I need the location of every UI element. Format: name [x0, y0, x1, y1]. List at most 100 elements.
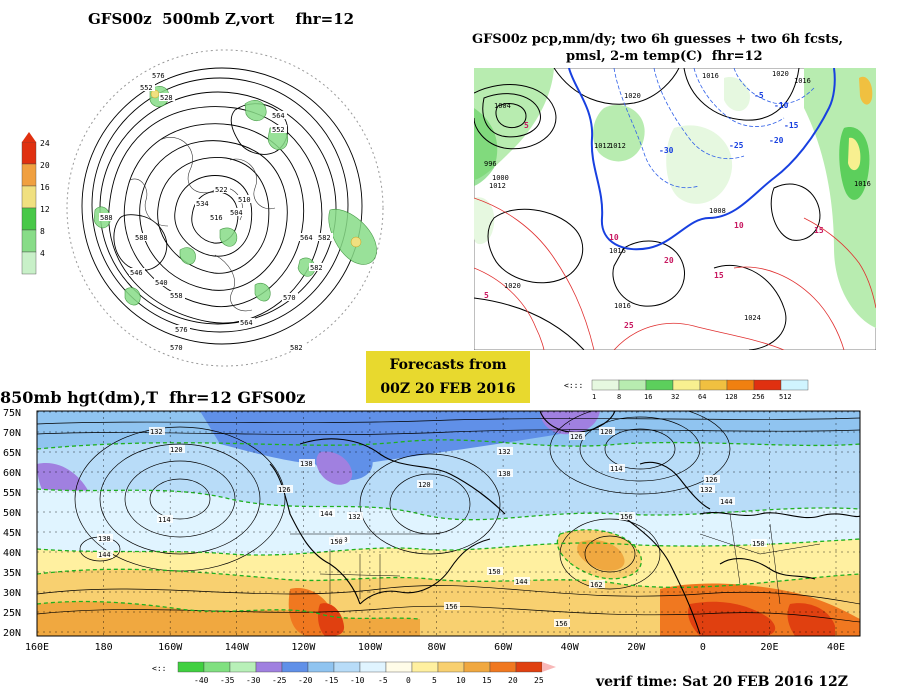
- label-bg: [209, 213, 225, 221]
- colorbar-swatch: [489, 661, 517, 673]
- pmsl-label: 1012: [594, 142, 611, 150]
- coastlines: [129, 137, 276, 312]
- label-bg: [169, 445, 185, 453]
- pcp-map-title-line1: GFS00z pcp,mm/dy; two 6h guesses + two 6…: [472, 32, 844, 47]
- lat-label: 65N: [3, 448, 21, 459]
- colorbar-swatch: [591, 379, 620, 391]
- lon-label: 160E: [25, 642, 49, 653]
- vorticity-fill: [93, 86, 377, 306]
- forecast-line2: 00Z 20 FEB 2016: [380, 381, 516, 397]
- label-bg: [347, 512, 363, 520]
- height-label: 528: [160, 94, 173, 102]
- cold-isotherms: [613, 68, 815, 188]
- height-label: 120: [418, 481, 431, 489]
- vort-colorbar: 24 20 16 12 8 4: [21, 132, 50, 275]
- pmsl-label: 1024: [744, 314, 761, 322]
- colorbar-tick: 5: [432, 676, 437, 685]
- colorbar-swatch: [672, 379, 701, 391]
- precip-fill: [474, 68, 876, 328]
- colorbar-arrow: [542, 662, 556, 672]
- colorbar-swatch: [21, 185, 37, 209]
- colorbar-swatch: [411, 661, 439, 673]
- colorbar-swatch: [203, 661, 231, 673]
- colorbar-swatch: [437, 661, 465, 673]
- temp-label: 10: [734, 221, 744, 230]
- temp-label: -5: [754, 91, 764, 100]
- colorbar-swatch: [753, 379, 782, 391]
- label-bg: [134, 233, 150, 241]
- label-bg: [151, 71, 167, 79]
- colorbar-swatch: [515, 661, 543, 673]
- label-bg: [599, 427, 615, 435]
- height-label: 120: [170, 446, 183, 454]
- label-bg: [99, 213, 115, 221]
- label-bg: [609, 464, 625, 472]
- colorbar-arrow: <:::: [564, 381, 583, 390]
- height-label: 546: [130, 269, 143, 277]
- label-bg: [195, 199, 211, 207]
- lon-label: 80W: [428, 642, 447, 653]
- colorbar-tick: -10: [350, 676, 365, 685]
- pmsl-label: 1012: [609, 142, 626, 150]
- height-label: 570: [283, 294, 296, 302]
- label-bg: [554, 619, 570, 627]
- colorbar-tick: -40: [194, 676, 209, 685]
- height-label: 516: [210, 214, 223, 222]
- colorbar-tick: 128: [725, 393, 738, 401]
- colorbar-swatch: [359, 661, 387, 673]
- height-label: 156: [445, 603, 458, 611]
- lon-label: 20W: [627, 642, 646, 653]
- pmsl-labels: 1016102010041012996101610001012100810161…: [484, 70, 871, 330]
- height-label: 510: [238, 196, 251, 204]
- colorbar-tick: 24: [40, 139, 50, 148]
- label-bg: [751, 539, 767, 547]
- colorbar-tick: -30: [246, 676, 261, 685]
- colorbar-tick: 15: [482, 676, 492, 685]
- height-label: 564: [272, 112, 285, 120]
- lon-label: 40W: [561, 642, 580, 653]
- colorbar-tick: 0: [406, 676, 411, 685]
- pmsl-label: 1016: [794, 77, 811, 85]
- pmsl-contours: [474, 68, 821, 350]
- polar-boundary: [66, 49, 384, 367]
- height-label: 522: [215, 186, 228, 194]
- temp-label: 10: [609, 233, 619, 242]
- label-bg: [97, 550, 113, 558]
- height-label: 588: [135, 234, 148, 242]
- label-bg: [159, 93, 175, 101]
- label-bg: [497, 447, 513, 455]
- pmsl-label: 1012: [489, 182, 506, 190]
- height-label: 132: [348, 513, 361, 521]
- colorbar-tick: 512: [779, 393, 792, 401]
- temp-label: 5: [484, 291, 489, 300]
- height-label: 144: [98, 551, 111, 559]
- height-label: 582: [318, 234, 331, 242]
- pmsl-label: 1016: [702, 72, 719, 80]
- label-bg: [214, 185, 230, 193]
- label-bg: [514, 577, 530, 585]
- lat-label: 60N: [3, 468, 21, 479]
- label-bg: [417, 480, 433, 488]
- height-label: 564: [240, 319, 253, 327]
- colorbar-swatch: [281, 661, 309, 673]
- lon-label: 60W: [494, 642, 513, 653]
- height-label: 144: [720, 498, 733, 506]
- pcp-map-title-line2: pmsl, 2-m temp(C) fhr=12: [566, 49, 763, 64]
- label-bg: [319, 509, 335, 517]
- label-bg: [699, 485, 715, 493]
- height-label: 144: [515, 578, 528, 586]
- height-label: 156: [555, 620, 568, 628]
- height-label: 138: [98, 535, 111, 543]
- lat-label: 35N: [3, 568, 21, 579]
- label-bg: [309, 263, 325, 271]
- colorbar-tick: 4: [40, 249, 45, 258]
- colorbar-swatch: [21, 229, 37, 253]
- height-label: 126: [278, 486, 291, 494]
- colorbar-swatch: [229, 661, 257, 673]
- pmsl-label: 1020: [504, 282, 521, 290]
- warm-isotherms: [474, 197, 876, 350]
- height-label: 570: [170, 344, 183, 352]
- label-bg: [719, 497, 735, 505]
- height-label: 150: [330, 538, 343, 546]
